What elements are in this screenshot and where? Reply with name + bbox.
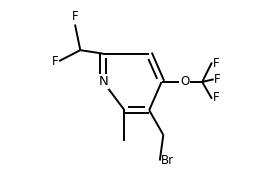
- Text: O: O: [180, 75, 189, 88]
- Text: F: F: [212, 91, 219, 104]
- Text: F: F: [52, 55, 58, 68]
- Text: F: F: [72, 10, 78, 23]
- Text: F: F: [214, 73, 221, 86]
- Text: N: N: [98, 75, 108, 88]
- Text: F: F: [212, 57, 219, 70]
- Text: Br: Br: [161, 154, 174, 167]
